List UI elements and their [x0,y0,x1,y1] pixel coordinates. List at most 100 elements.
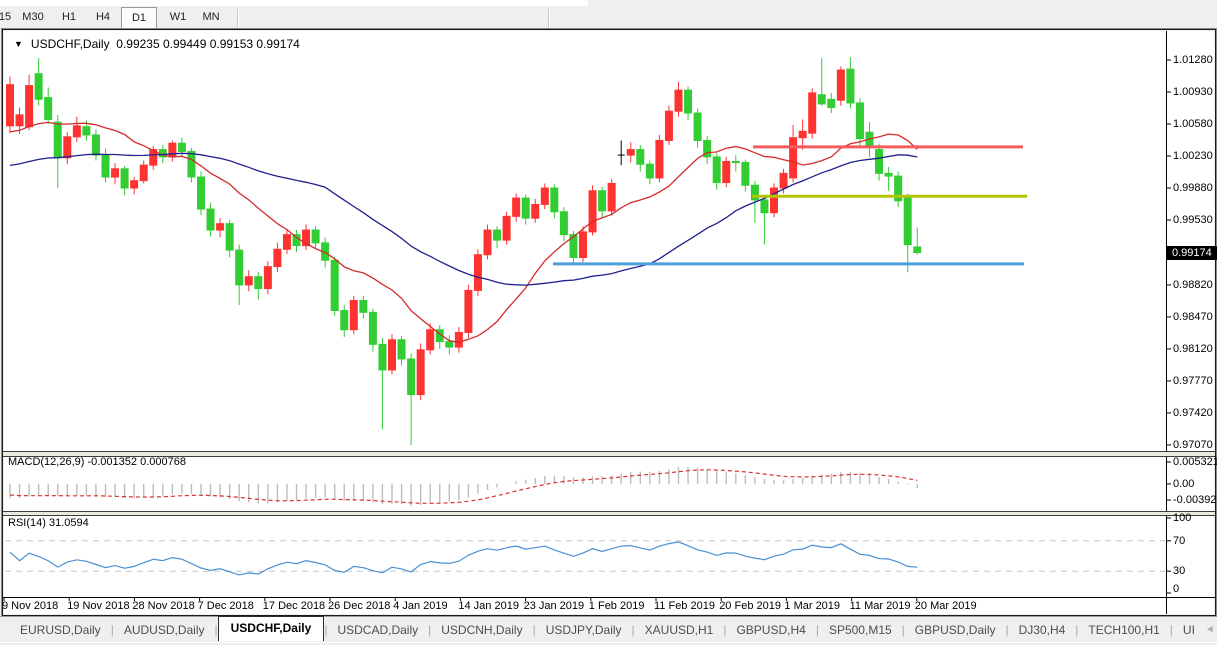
candle-body [464,289,473,333]
candle-body [244,276,253,286]
chart-tab-gbpusd-h4[interactable]: GBPUSD,H4 [736,622,806,637]
price-axis-label: 0.99530 [1173,214,1213,226]
candle-body [855,102,864,140]
macd-axis-label: -0.003922 [1173,494,1217,507]
date-axis-label: 11 Feb 2019 [654,600,715,612]
pane-splitter-rsi[interactable] [3,511,1215,516]
candle-body [473,254,482,291]
timeframe-button-w1[interactable]: W1 [169,11,187,23]
candle-body [130,180,139,189]
candle-body [426,329,435,351]
candle-body [177,142,186,152]
timeframe-button-mn[interactable]: MN [202,11,220,23]
candle-body [579,231,587,258]
candle-body [282,234,291,250]
status-strip [0,642,1217,645]
chart-tab-tech100-h1[interactable]: TECH100,H1 [1088,622,1160,637]
candle-body [875,149,884,174]
chart-tab-usdcnh-daily[interactable]: USDCNH,Daily [441,622,523,637]
timeframe-button-m30[interactable]: M30 [22,11,44,23]
candle-body [216,223,225,231]
candle-body [827,98,836,109]
candle-body [836,69,845,101]
chart-tab-audusd-daily[interactable]: AUDUSD,Daily [123,622,205,637]
candle-body [607,182,616,212]
rsi-axis-label: 30 [1173,565,1186,578]
chart-window-frame [2,29,1216,616]
candle-body [655,139,664,179]
chart-tab-dj30-h4[interactable]: DJ30,H4 [1018,622,1066,637]
date-axis-label: 1 Feb 2019 [588,600,645,612]
toolbar-separator [237,9,239,29]
candle-body [6,84,14,127]
toolbar-separator [548,9,550,29]
chart-background[interactable] [4,31,1214,614]
candle-body [521,197,530,219]
date-axis-label: 17 Dec 2018 [262,600,326,612]
candle-body [684,89,693,114]
candle-body [798,130,807,139]
chart-tab-xauusd-h1[interactable]: XAUUSD,H1 [644,622,714,637]
candle-body [445,341,454,348]
chart-tab-usdjpy-daily[interactable]: USDJPY,Daily [545,622,622,637]
tab-separator: | [324,622,328,637]
candle-body [91,134,100,156]
ohlc-values: 0.99235 0.99449 0.99153 0.99174 [116,37,300,51]
macd-signal-line [9,469,918,504]
chart-tab-ui[interactable]: UI [1182,622,1195,637]
candle-body [111,168,120,178]
candle-body [254,276,263,290]
candle-body [407,358,416,396]
timeframe-button-15[interactable]: 15 [0,11,12,23]
candle-body [903,197,912,246]
current-price-badge: 0.99174 [1167,246,1217,260]
price-axis-label: 0.98470 [1173,310,1213,323]
candle-body [913,246,922,254]
symbol-label: USDCHF,Daily [30,37,110,51]
date-axis-label: 23 Jan 2019 [523,600,585,612]
candle-body [311,229,320,244]
chart-tab-gbpusd-daily[interactable]: GBPUSD,Daily [914,622,996,637]
candle-body [340,310,349,331]
tab-scroll-arrows: ◄ ► [1205,624,1217,635]
date-axis-label: 19 Nov 2018 [67,600,130,612]
candle-body [770,187,778,214]
price-axis-label: 1.00930 [1173,86,1213,98]
price-axis-label: 1.00580 [1173,118,1213,130]
chart-tab-usdchf-daily[interactable]: USDCHF,Daily [217,616,325,641]
candle-body [645,163,654,179]
tab-scroll-left-icon[interactable]: ◄ [1204,624,1215,635]
price-axis-label: 0.98120 [1173,342,1213,355]
timeframe-button-h1[interactable]: H1 [61,11,77,23]
collapse-triangle-icon[interactable]: ▼ [14,39,23,49]
tab-separator: | [1075,622,1079,637]
tab-separator: | [815,622,819,637]
chart-tab-sp500-m15[interactable]: SP500,M15 [828,622,892,637]
timeframe-button-h4[interactable]: H4 [95,11,111,23]
rsi-axis-label: 100 [1173,512,1192,524]
price-axis-label: 0.98820 [1173,278,1213,291]
candle-body [569,234,578,258]
date-axis-label: 11 Mar 2019 [849,600,911,612]
candle-body [808,92,817,134]
candle-body [235,249,244,286]
tab-separator: | [214,622,218,637]
chart-tabs-bar: EURUSD,Daily | AUDUSD,Daily | USDCHF,Daily | U… [0,616,1217,642]
candle-body [636,149,645,165]
candle-body [225,223,234,251]
candle-body [664,110,673,141]
macd-axis-label: 0.00 [1173,477,1195,490]
candle-body [817,94,826,105]
candle-body [302,229,311,247]
candle-body [359,299,368,313]
candle-body [416,349,425,396]
chart-tab-eurusd-daily[interactable]: EURUSD,Daily [20,622,101,637]
pane-splitter-macd[interactable] [3,451,1215,457]
rsi-axis-label: 0 [1173,583,1180,595]
candle-body [187,150,196,178]
candle-body [779,172,788,189]
chart-tab-usdcad-daily[interactable]: USDCAD,Daily [337,622,419,637]
candle-body [540,187,549,205]
rsi-axis-label: 70 [1173,534,1186,547]
